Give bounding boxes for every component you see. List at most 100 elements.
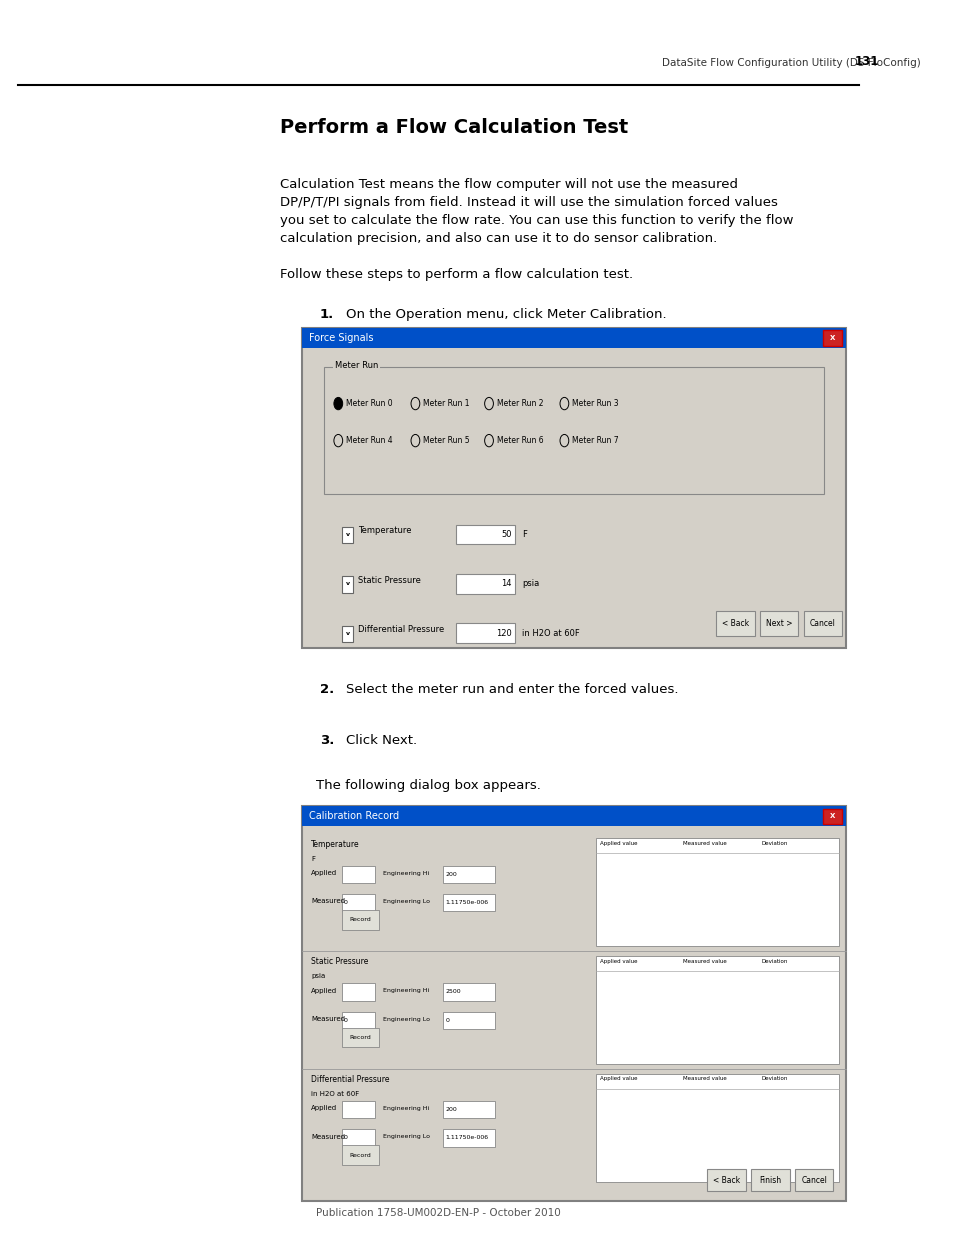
Text: Applied: Applied <box>311 988 337 994</box>
Text: in H2O at 60F: in H2O at 60F <box>522 629 579 637</box>
FancyBboxPatch shape <box>341 983 375 1000</box>
FancyBboxPatch shape <box>302 329 844 348</box>
Text: Meter Run 4: Meter Run 4 <box>346 436 393 445</box>
FancyBboxPatch shape <box>456 525 515 545</box>
Text: Engineering Hi: Engineering Hi <box>382 871 429 876</box>
Text: Engineering Hi: Engineering Hi <box>382 1105 429 1110</box>
FancyBboxPatch shape <box>341 1129 375 1146</box>
FancyBboxPatch shape <box>442 1129 495 1146</box>
FancyBboxPatch shape <box>341 1028 378 1047</box>
FancyBboxPatch shape <box>822 809 841 824</box>
Circle shape <box>484 435 493 447</box>
Text: 14: 14 <box>500 579 511 588</box>
Text: Measured value: Measured value <box>682 841 726 846</box>
FancyBboxPatch shape <box>341 577 353 593</box>
Text: Differential Pressure: Differential Pressure <box>311 1074 389 1084</box>
FancyBboxPatch shape <box>442 983 495 1000</box>
Text: Engineering Lo: Engineering Lo <box>382 1134 430 1139</box>
Text: X: X <box>829 813 835 819</box>
FancyBboxPatch shape <box>716 611 754 636</box>
Text: psia: psia <box>522 579 539 588</box>
Text: 200: 200 <box>445 1107 456 1112</box>
Text: Static Pressure: Static Pressure <box>357 576 420 584</box>
Text: Select the meter run and enter the forced values.: Select the meter run and enter the force… <box>346 683 678 695</box>
Text: Meter Run: Meter Run <box>335 361 377 369</box>
Text: Measured: Measured <box>311 1016 345 1023</box>
Text: Calculation Test means the flow computer will not use the measured: Calculation Test means the flow computer… <box>280 178 738 191</box>
Text: Record: Record <box>349 1035 371 1040</box>
FancyBboxPatch shape <box>302 806 844 1202</box>
FancyBboxPatch shape <box>794 1170 833 1192</box>
FancyBboxPatch shape <box>456 624 515 643</box>
Text: Temperature: Temperature <box>357 526 411 535</box>
Text: Meter Run 1: Meter Run 1 <box>423 399 469 408</box>
FancyBboxPatch shape <box>802 611 841 636</box>
Text: Perform a Flow Calculation Test: Perform a Flow Calculation Test <box>280 119 628 137</box>
FancyBboxPatch shape <box>341 910 378 930</box>
Text: Click Next.: Click Next. <box>346 735 416 747</box>
Text: 120: 120 <box>496 629 511 637</box>
Text: X: X <box>829 335 835 341</box>
FancyBboxPatch shape <box>302 329 844 648</box>
Text: 0: 0 <box>445 1018 449 1023</box>
Text: Follow these steps to perform a flow calculation test.: Follow these steps to perform a flow cal… <box>280 268 633 282</box>
Text: DP/P/T/PI signals from field. Instead it will use the simulation forced values: DP/P/T/PI signals from field. Instead it… <box>280 196 778 209</box>
Text: 131: 131 <box>854 56 878 68</box>
Text: 50: 50 <box>500 530 511 538</box>
FancyBboxPatch shape <box>324 367 823 494</box>
Text: Measured: Measured <box>311 898 345 904</box>
Circle shape <box>559 398 568 410</box>
Text: Cancel: Cancel <box>809 619 835 627</box>
Text: Deviation: Deviation <box>760 841 786 846</box>
Text: Measured value: Measured value <box>682 1076 726 1081</box>
Text: 3.: 3. <box>319 735 334 747</box>
Circle shape <box>411 435 419 447</box>
FancyBboxPatch shape <box>341 626 353 642</box>
Text: Meter Run 6: Meter Run 6 <box>497 436 543 445</box>
Text: Meter Run 5: Meter Run 5 <box>423 436 470 445</box>
Text: Applied value: Applied value <box>599 958 638 963</box>
Text: Engineering Hi: Engineering Hi <box>382 988 429 993</box>
Text: On the Operation menu, click Meter Calibration.: On the Operation menu, click Meter Calib… <box>346 308 666 321</box>
Text: Meter Run 3: Meter Run 3 <box>572 399 618 408</box>
Text: 2.: 2. <box>319 683 334 695</box>
FancyBboxPatch shape <box>456 574 515 594</box>
Text: 0: 0 <box>343 1135 347 1140</box>
FancyBboxPatch shape <box>341 894 375 911</box>
Text: DataSite Flow Configuration Utility (DS FloConfig): DataSite Flow Configuration Utility (DS … <box>661 58 920 68</box>
Text: 200: 200 <box>445 872 456 877</box>
Text: Temperature: Temperature <box>311 840 359 848</box>
Text: 0: 0 <box>343 1018 347 1023</box>
Text: 1.11750e-006: 1.11750e-006 <box>445 1135 488 1140</box>
Text: Meter Run 2: Meter Run 2 <box>497 399 543 408</box>
Text: Engineering Lo: Engineering Lo <box>382 899 430 904</box>
Text: Measured: Measured <box>311 1134 345 1140</box>
Text: v: v <box>345 582 349 587</box>
Text: in H2O at 60F: in H2O at 60F <box>311 1091 359 1097</box>
Text: Applied value: Applied value <box>599 841 638 846</box>
Circle shape <box>334 398 342 410</box>
FancyBboxPatch shape <box>596 956 838 1063</box>
Text: Measured value: Measured value <box>682 958 726 963</box>
Text: v: v <box>345 631 349 636</box>
Circle shape <box>559 435 568 447</box>
Text: < Back: < Back <box>712 1176 740 1184</box>
Text: Finish: Finish <box>759 1176 781 1184</box>
Text: F: F <box>311 856 314 862</box>
FancyBboxPatch shape <box>302 806 844 826</box>
FancyBboxPatch shape <box>596 1073 838 1182</box>
Text: 1.: 1. <box>319 308 334 321</box>
Text: Publication 1758-UM002D-EN-P - October 2010: Publication 1758-UM002D-EN-P - October 2… <box>315 1208 560 1218</box>
Text: you set to calculate the flow rate. You can use this function to verify the flow: you set to calculate the flow rate. You … <box>280 214 793 227</box>
Text: 1.11750e-006: 1.11750e-006 <box>445 900 488 905</box>
FancyBboxPatch shape <box>341 1011 375 1029</box>
Text: Static Pressure: Static Pressure <box>311 957 368 966</box>
Text: calculation precision, and also can use it to do sensor calibration.: calculation precision, and also can use … <box>280 232 717 245</box>
Text: Meter Run 7: Meter Run 7 <box>572 436 618 445</box>
Text: Record: Record <box>349 1152 371 1157</box>
Text: Deviation: Deviation <box>760 1076 786 1081</box>
Text: Engineering Lo: Engineering Lo <box>382 1016 430 1021</box>
FancyBboxPatch shape <box>341 527 353 543</box>
FancyBboxPatch shape <box>442 1100 495 1118</box>
Text: Record: Record <box>349 918 371 923</box>
